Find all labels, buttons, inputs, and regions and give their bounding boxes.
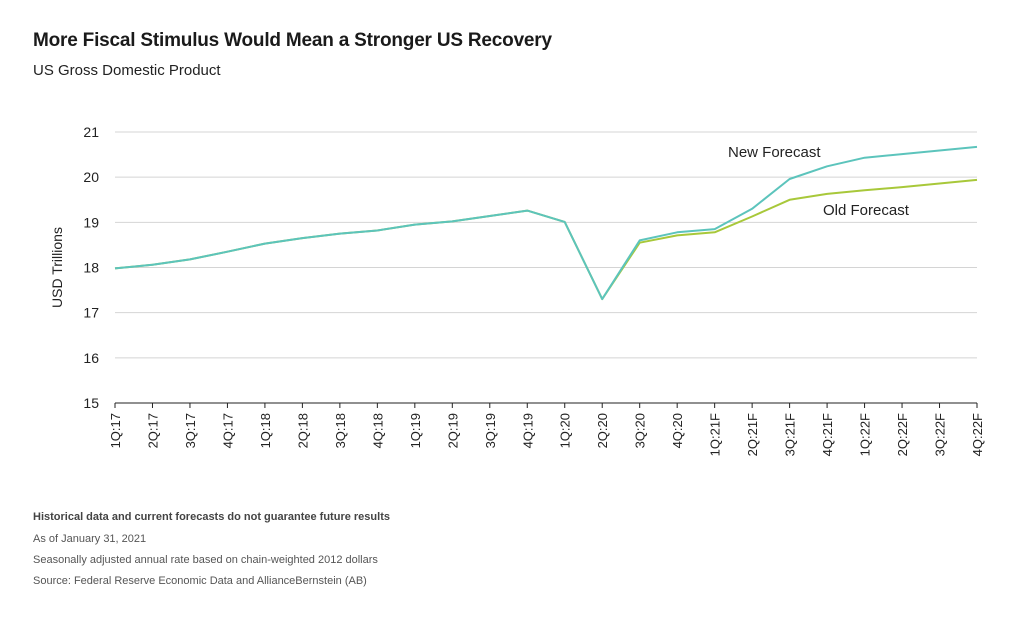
footnote-asof: As of January 31, 2021 bbox=[33, 533, 147, 545]
x-tick-label: 3Q:17 bbox=[183, 413, 198, 448]
x-tick-label: 2Q:17 bbox=[145, 413, 160, 448]
x-tick-label: 4Q:20 bbox=[670, 413, 685, 448]
y-axis-label: USD Trillions bbox=[49, 227, 65, 308]
x-tick-label: 4Q:18 bbox=[370, 413, 385, 448]
series-line-old-forecast bbox=[114, 178, 978, 301]
y-tick-label: 21 bbox=[83, 124, 99, 140]
x-tick-label: 3Q:22F bbox=[933, 413, 948, 456]
x-tick-label: 3Q:18 bbox=[333, 413, 348, 448]
chart-title: More Fiscal Stimulus Would Mean a Strong… bbox=[33, 30, 552, 51]
x-tick-label: 1Q:22F bbox=[858, 413, 873, 456]
x-tick-label: 1Q:18 bbox=[258, 413, 273, 448]
footnote-disclaimer: Historical data and current forecasts do… bbox=[33, 511, 390, 523]
series-line-new-forecast bbox=[114, 145, 978, 301]
x-tick-label: 1Q:21F bbox=[708, 413, 723, 456]
x-tick-label: 2Q:21F bbox=[745, 413, 760, 456]
y-tick-label: 15 bbox=[83, 395, 99, 411]
x-tick-label: 2Q:22F bbox=[895, 413, 910, 456]
y-tick-label: 20 bbox=[83, 169, 99, 185]
x-tick-label: 4Q:22F bbox=[970, 413, 985, 456]
series-label-new-forecast: New Forecast bbox=[728, 144, 821, 161]
y-tick-label: 16 bbox=[83, 350, 99, 366]
y-tick-label: 17 bbox=[83, 305, 99, 321]
y-tick-label: 18 bbox=[83, 260, 99, 276]
series-label-old-forecast: Old Forecast bbox=[823, 202, 910, 219]
x-tick-label: 2Q:19 bbox=[445, 413, 460, 448]
chart-subtitle: US Gross Domestic Product bbox=[33, 62, 221, 79]
x-tick-label: 1Q:19 bbox=[408, 413, 423, 448]
x-tick-label: 2Q:20 bbox=[595, 413, 610, 448]
y-tick-label: 19 bbox=[83, 214, 99, 230]
footnote-source: Source: Federal Reserve Economic Data an… bbox=[33, 575, 367, 587]
x-tick-label: 4Q:19 bbox=[520, 413, 535, 448]
x-tick-label: 4Q:21F bbox=[820, 413, 835, 456]
x-tick-label: 1Q:17 bbox=[108, 413, 123, 448]
x-tick-label: 3Q:20 bbox=[633, 413, 648, 448]
gdp-line-chart: 15 16 17 18 19 20 21 1Q:17 2Q:17 3Q:17 4Q:17 1Q:18 2… bbox=[49, 124, 985, 456]
x-tick-label: 1Q:20 bbox=[558, 413, 573, 448]
x-tick-label: 2Q:18 bbox=[295, 413, 310, 448]
x-tick-label: 3Q:19 bbox=[483, 413, 498, 448]
x-tick-label: 4Q:17 bbox=[220, 413, 235, 448]
footnote-basis: Seasonally adjusted annual rate based on… bbox=[33, 554, 378, 566]
x-tick-label: 3Q:21F bbox=[783, 413, 798, 456]
